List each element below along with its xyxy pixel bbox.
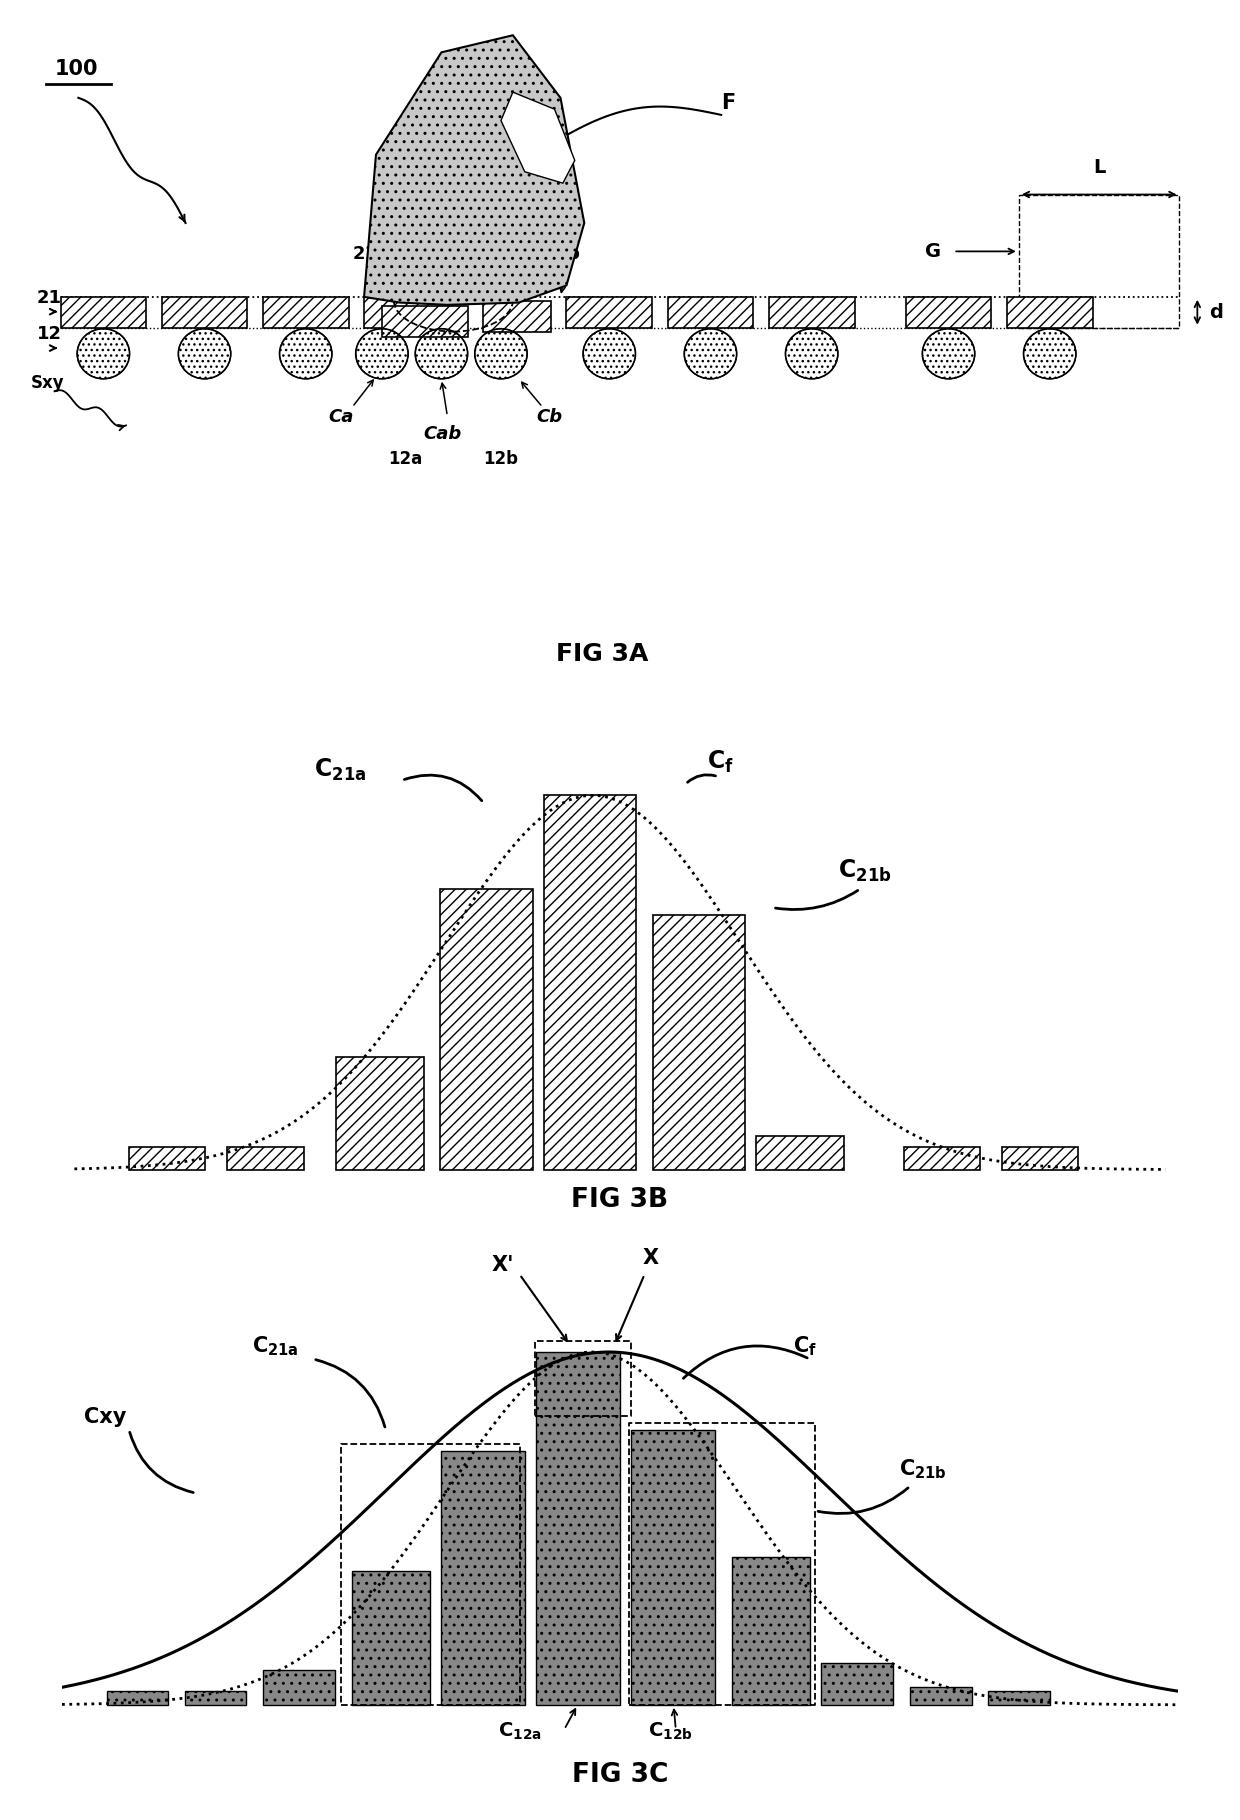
Text: F: F xyxy=(722,93,735,113)
Polygon shape xyxy=(365,35,584,304)
Bar xyxy=(365,297,450,328)
Text: $\mathbf{C_f}$: $\mathbf{C_f}$ xyxy=(707,750,734,775)
Text: $\mathbf{C_{21b}}$: $\mathbf{C_{21b}}$ xyxy=(899,1458,946,1481)
Text: Cf: Cf xyxy=(448,246,467,264)
Bar xyxy=(821,1662,893,1705)
Text: 21: 21 xyxy=(37,289,62,306)
Text: 12a: 12a xyxy=(388,450,422,468)
Text: d: d xyxy=(1209,302,1223,322)
Bar xyxy=(61,297,146,328)
Bar xyxy=(769,297,854,328)
Bar xyxy=(732,1556,810,1705)
Bar xyxy=(129,1147,206,1170)
Bar xyxy=(543,795,636,1170)
Text: Cab: Cab xyxy=(424,426,461,442)
Text: Cb: Cb xyxy=(537,408,563,426)
Bar xyxy=(988,1691,1049,1705)
Text: X': X' xyxy=(491,1254,515,1274)
Text: $\mathbf{C_{12b}}$: $\mathbf{C_{12b}}$ xyxy=(649,1720,692,1742)
Text: $\mathbf{C_{21a}}$: $\mathbf{C_{21a}}$ xyxy=(315,757,367,783)
Bar xyxy=(107,1691,167,1705)
Text: 12: 12 xyxy=(37,326,62,342)
Bar xyxy=(161,297,248,328)
Text: $\mathbf{C_{12a}}$: $\mathbf{C_{12a}}$ xyxy=(497,1720,542,1742)
Bar xyxy=(441,1451,526,1705)
Text: Cxy: Cxy xyxy=(84,1407,126,1427)
Bar xyxy=(1002,1147,1079,1170)
Text: FIG 3C: FIG 3C xyxy=(572,1762,668,1789)
Text: $\mathbf{C_{21b}}$: $\mathbf{C_{21b}}$ xyxy=(838,857,892,885)
Text: 100: 100 xyxy=(55,58,98,78)
Bar xyxy=(567,297,652,328)
Bar xyxy=(652,915,745,1170)
Text: X: X xyxy=(642,1249,658,1269)
Text: 12b: 12b xyxy=(484,450,518,468)
Text: FIG 3B: FIG 3B xyxy=(572,1187,668,1214)
Bar xyxy=(910,1687,972,1705)
Bar xyxy=(905,297,992,328)
Text: $\mathbf{C_f}$: $\mathbf{C_f}$ xyxy=(794,1334,817,1358)
Bar xyxy=(667,297,754,328)
Text: G: G xyxy=(925,242,941,260)
Polygon shape xyxy=(501,93,575,184)
Text: L: L xyxy=(1092,158,1105,177)
Text: Ca: Ca xyxy=(329,408,353,426)
Text: $\mathbf{C_{21a}}$: $\mathbf{C_{21a}}$ xyxy=(252,1334,299,1358)
Bar xyxy=(440,888,533,1170)
Text: 21a: 21a xyxy=(352,246,389,264)
Text: Sxy: Sxy xyxy=(31,373,64,391)
Bar xyxy=(227,1147,304,1170)
Bar xyxy=(756,1136,843,1170)
Text: 21b: 21b xyxy=(543,246,580,264)
Bar xyxy=(263,297,348,328)
Bar xyxy=(1007,297,1092,328)
Bar xyxy=(382,306,467,337)
Bar xyxy=(263,1669,335,1705)
Bar xyxy=(336,1057,424,1170)
Bar xyxy=(484,302,551,331)
Bar xyxy=(352,1571,430,1705)
Bar xyxy=(536,1352,620,1705)
Text: FIG 3A: FIG 3A xyxy=(556,642,649,666)
Bar xyxy=(185,1691,246,1705)
Bar xyxy=(631,1431,714,1705)
Bar xyxy=(904,1147,980,1170)
